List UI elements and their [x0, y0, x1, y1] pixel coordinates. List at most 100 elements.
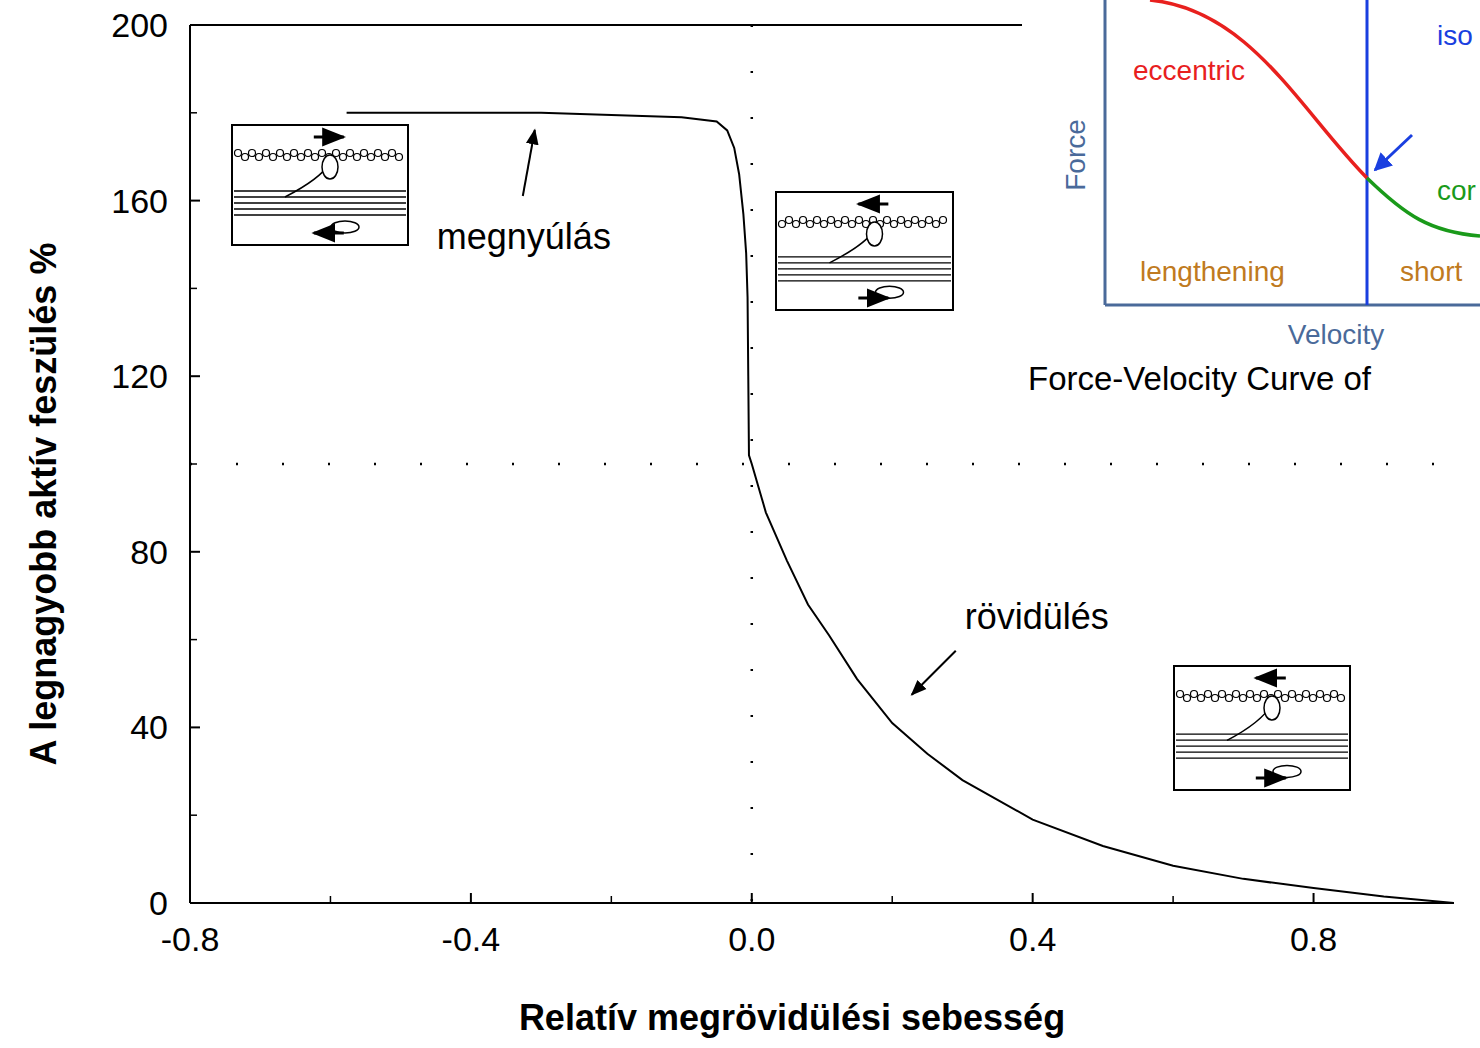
actin-bead — [828, 217, 835, 224]
x-tick — [1032, 893, 1034, 903]
actin-bead — [235, 150, 242, 157]
actin-bead — [1289, 691, 1296, 698]
actin-bead — [1303, 691, 1310, 698]
myosin-filament — [1176, 752, 1348, 753]
background — [0, 0, 1480, 1048]
actin-bead — [256, 154, 263, 161]
actin-bead — [940, 217, 947, 224]
actin-bead — [1205, 691, 1212, 698]
myosin-head — [867, 222, 883, 246]
actin-bead — [1212, 695, 1219, 702]
inset-axis-title: Force — [1060, 119, 1091, 191]
x-tick-label: 0.0 — [728, 920, 775, 958]
inset-axis-title: Velocity — [1288, 319, 1385, 350]
x-minor-tick — [611, 896, 613, 903]
inset-label: short — [1400, 256, 1462, 287]
actin-bead — [919, 221, 926, 228]
y-tick — [190, 726, 200, 728]
x-tick-label: 0.4 — [1009, 920, 1056, 958]
cartoon-arrow — [858, 203, 888, 206]
actin-bead — [835, 221, 842, 228]
y-tick-label: 160 — [111, 182, 168, 220]
actin-bead — [340, 154, 347, 161]
cartoon-arrow — [1256, 677, 1286, 680]
reference-line — [190, 463, 1454, 466]
actin-bead — [856, 217, 863, 224]
annotation-arrow — [523, 130, 535, 196]
y-tick — [190, 902, 200, 904]
actin-bead — [1219, 691, 1226, 698]
actin-bead — [368, 154, 375, 161]
y-tick-label: 200 — [111, 6, 168, 44]
actin-bead — [1191, 691, 1198, 698]
actin-bead — [1310, 695, 1317, 702]
actin-bead — [1254, 695, 1261, 702]
actin-bead — [354, 154, 361, 161]
y-tick — [190, 200, 200, 202]
actin-bead — [786, 217, 793, 224]
actin-bead — [305, 150, 312, 157]
actin-bead — [291, 150, 298, 157]
actin-bead — [375, 150, 382, 157]
myosin-filament — [1176, 758, 1348, 759]
inset-iso-line — [1366, 0, 1369, 305]
myosin-filament — [778, 268, 951, 269]
y-minor-tick — [190, 814, 197, 816]
myosin-filament — [234, 208, 406, 209]
inset-axis — [1104, 0, 1107, 305]
x-tick — [751, 893, 753, 903]
actin-bead — [1226, 695, 1233, 702]
cartoon-arrow — [858, 297, 888, 300]
actin-bead — [1247, 691, 1254, 698]
myosin-filament — [778, 274, 951, 275]
actin-bead — [298, 154, 305, 161]
x-minor-tick — [1172, 896, 1174, 903]
actin-bead — [779, 221, 786, 228]
cartoon-arrow — [1256, 777, 1286, 780]
myosin-filament — [778, 256, 951, 257]
myosin-filament — [1176, 740, 1348, 741]
x-tick — [189, 893, 191, 903]
actin-bead — [912, 217, 919, 224]
actin-bead — [793, 221, 800, 228]
y-tick — [190, 375, 200, 377]
inset-background — [1022, 0, 1480, 408]
cartoon-frame — [1174, 666, 1350, 790]
x-tick-label: -0.8 — [161, 920, 220, 958]
actin-bead — [884, 217, 891, 224]
myosin-head — [331, 221, 359, 233]
myosin-filament — [234, 190, 406, 191]
actin-bead — [1317, 691, 1324, 698]
actin-bead — [1233, 691, 1240, 698]
y-tick — [190, 24, 200, 26]
myosin-head — [322, 155, 338, 179]
inset-label: eccentric — [1133, 55, 1245, 86]
actin-bead — [263, 150, 270, 157]
actin-bead — [1324, 695, 1331, 702]
cartoon-arrow — [314, 232, 344, 235]
x-tick — [470, 893, 472, 903]
cartoon — [232, 125, 408, 245]
actin-bead — [1177, 691, 1184, 698]
actin-bead — [849, 221, 856, 228]
inset-arrow — [1375, 135, 1412, 170]
y-minor-tick — [190, 112, 197, 114]
y-tick-label: 120 — [111, 357, 168, 395]
actin-bead — [1184, 695, 1191, 702]
actin-bead — [249, 150, 256, 157]
actin-bead — [361, 150, 368, 157]
cartoon — [776, 192, 953, 310]
actin-bead — [891, 221, 898, 228]
y-axis-title: A legnagyobb aktív feszülés % — [23, 243, 64, 766]
x-minor-tick — [330, 896, 332, 903]
actin-bead — [242, 154, 249, 161]
myosin-filament — [234, 202, 406, 203]
actin-bead — [905, 221, 912, 228]
actin-bead — [1282, 695, 1289, 702]
inset-eccentric-curve — [1150, 0, 1367, 178]
x-tick-label: -0.4 — [442, 920, 501, 958]
x-axis — [190, 902, 1454, 904]
actin-bead — [284, 154, 291, 161]
inset-axis — [1105, 304, 1480, 307]
cartoon-arrow — [314, 136, 344, 139]
